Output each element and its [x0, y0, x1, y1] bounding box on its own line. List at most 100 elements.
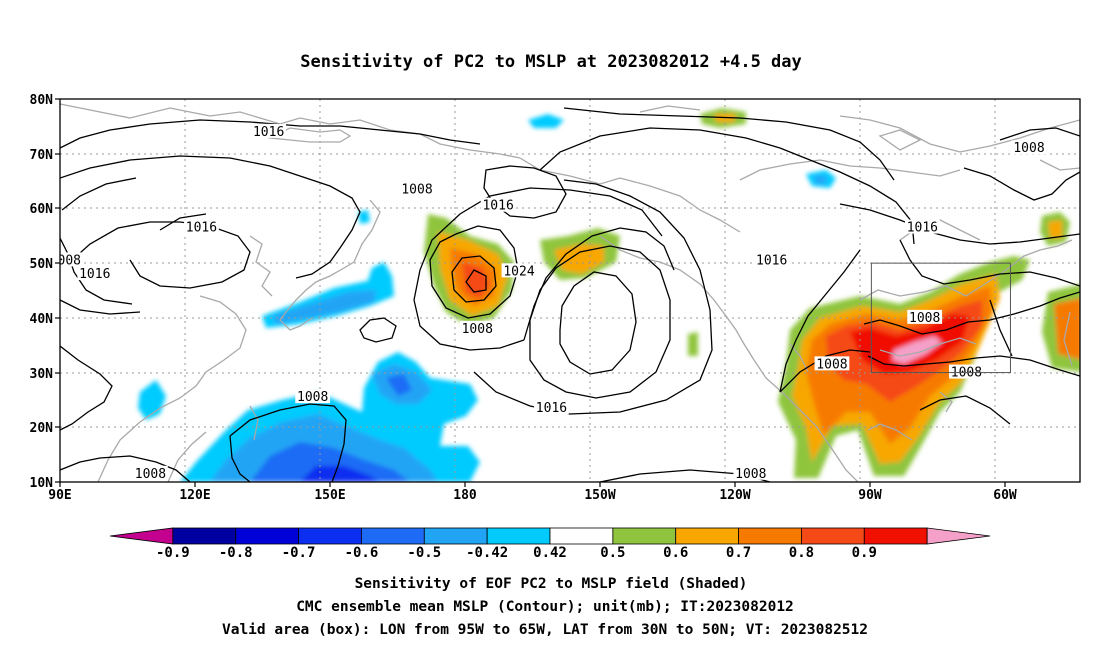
lat-label-10n: 10N: [30, 476, 54, 491]
contour-label: 1016: [756, 253, 787, 268]
graticule: [60, 99, 1080, 482]
colorbar-high-extension: [926, 527, 991, 545]
longitude-labels: 90E 120E 150E 180 150W 120W 90W 60W: [48, 488, 1017, 503]
coastlines: [60, 103, 1080, 482]
map-frame: [59, 98, 1081, 483]
contour-label: 1016: [907, 221, 938, 236]
contour-label-background: [754, 252, 790, 267]
shade-negative-dark: [250, 442, 410, 482]
contour-label-background: [133, 465, 168, 480]
negative-sensitivity-shading: [138, 114, 836, 482]
shade-positive-pink: [892, 336, 942, 364]
colorbar-cell: [172, 527, 237, 545]
colorbar-tick-label: 0.42: [533, 545, 567, 561]
shade-positive-orange: [554, 244, 604, 274]
contour-label: 1008: [735, 467, 766, 482]
colorbar-tick-label: -0.42: [466, 545, 508, 561]
contour-label: 1024: [503, 264, 534, 279]
contour-label-background: [60, 252, 83, 267]
map-panel: 1016100810081016101610161016008101610241…: [30, 93, 1081, 503]
lat-label-40n: 40N: [30, 312, 54, 327]
colorbar-cell: [298, 527, 362, 545]
contour-label: 1008: [401, 182, 432, 197]
lat-label-70n: 70N: [30, 148, 54, 163]
colorbar-tick-label: -0.7: [282, 545, 316, 561]
contour-labels: 1016100810081016101610161016008101610241…: [58, 123, 1047, 482]
colorbar-tick-label: -0.8: [219, 545, 253, 561]
contour-label-background: [295, 389, 331, 404]
colorbar-cell: [675, 527, 739, 545]
colorbar-tick-label: 0.9: [852, 545, 877, 561]
colorbar-tick-label: 0.5: [600, 545, 625, 561]
latitude-axis: [55, 98, 60, 483]
contour-label: 1016: [536, 401, 567, 416]
colorbar-labels: -0.9 -0.8 -0.7 -0.6 -0.5 -0.42 0.42 0.5 0.6 0.7 0.…: [156, 545, 877, 561]
colorbar-cell: [738, 527, 802, 545]
shade-negative-mid: [814, 176, 826, 184]
colorbar-tick-label: 0.6: [663, 545, 688, 561]
shade-negative-dark: [386, 374, 412, 396]
colorbar-cell: [235, 527, 299, 545]
lon-label-150w: 150W: [584, 488, 615, 503]
contour-label: 1008: [816, 357, 847, 372]
colorbar-cell: [549, 527, 614, 545]
shade-positive-red: [462, 262, 490, 298]
colorbar-cell: [863, 527, 928, 545]
shade-negative-light: [138, 380, 166, 420]
contour-label-background: [949, 364, 984, 379]
footer: Sensitivity of EOF PC2 to MSLP field (Sh…: [222, 576, 868, 638]
lat-label-80n: 80N: [30, 93, 54, 108]
shade-negative-light: [358, 210, 370, 224]
colorbar-cell: [486, 527, 551, 545]
contour-label: 1008: [462, 322, 493, 337]
lat-label-50n: 50N: [30, 257, 54, 272]
shade-negative-light: [368, 262, 392, 286]
contour-label-background: [480, 197, 516, 212]
contour-label-background: [501, 263, 537, 278]
footer-line-contour: CMC ensemble mean MSLP (Contour); unit(m…: [296, 599, 794, 615]
lon-label-60w: 60W: [993, 488, 1017, 503]
lat-label-60n: 60N: [30, 202, 54, 217]
contour-label-background: [459, 320, 495, 335]
lon-label-150e: 150E: [314, 488, 345, 503]
contour-label: 1008: [951, 366, 982, 381]
colorbar-cell: [423, 527, 488, 545]
contour-label: 1008: [135, 467, 166, 482]
contour-label-background: [814, 356, 850, 371]
colorbar-tick-label: -0.5: [407, 545, 441, 561]
lat-label-30n: 30N: [30, 367, 54, 382]
contour-label-background: [184, 219, 219, 234]
colorbar-cell: [361, 527, 425, 545]
contour-label: 1016: [186, 221, 217, 236]
contour-label-background: [907, 309, 943, 324]
contour-label-background: [77, 266, 113, 281]
lon-label-120e: 120E: [179, 488, 210, 503]
contour-label-background: [399, 181, 435, 196]
shade-positive-green: [688, 332, 698, 356]
shade-positive-orange: [1048, 220, 1062, 238]
lat-label-20n: 20N: [30, 421, 54, 436]
contour-label: 1016: [79, 267, 110, 282]
colorbar-cell: [612, 527, 677, 545]
contour-label: 1008: [1013, 141, 1044, 156]
valid-area-box: [870, 262, 1011, 374]
contour-label-background: [733, 465, 769, 480]
shade-negative-mid: [272, 290, 376, 324]
colorbar-cell: [801, 527, 865, 545]
contour-label-background: [534, 400, 569, 415]
longitude-axis: [59, 482, 1006, 487]
colorbar-low-extension: [109, 527, 174, 545]
contour-label-background: [251, 123, 287, 138]
lon-label-180: 180: [453, 488, 477, 503]
colorbar-tick-label: -0.6: [345, 545, 379, 561]
contour-label: 1016: [253, 125, 284, 140]
shade-negative-light: [528, 114, 564, 128]
map-title: Sensitivity of PC2 to MSLP at 2023082012…: [300, 52, 802, 72]
lon-label-90w: 90W: [858, 488, 882, 503]
contour-label: 1016: [482, 199, 513, 214]
contour-label: 1008: [297, 390, 328, 405]
colorbar-tick-label: 0.7: [726, 545, 751, 561]
lon-label-120w: 120W: [719, 488, 750, 503]
contour-label: 008: [58, 253, 81, 268]
colorbar-tick-label: -0.9: [156, 545, 190, 561]
